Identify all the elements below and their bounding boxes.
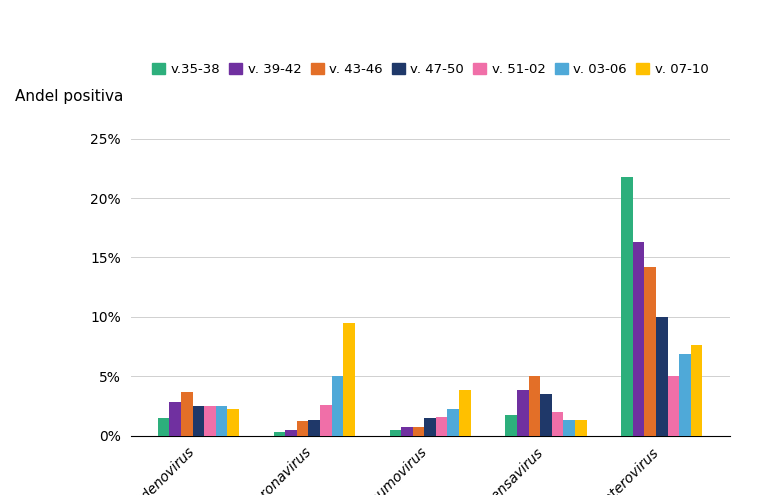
Bar: [227, 409, 239, 436]
Bar: [296, 421, 309, 436]
Bar: [551, 412, 564, 436]
Bar: [332, 376, 343, 436]
Bar: [204, 406, 216, 436]
Bar: [564, 420, 575, 436]
Bar: [170, 402, 181, 436]
Bar: [690, 346, 703, 436]
Bar: [309, 420, 320, 436]
Bar: [667, 376, 679, 436]
Bar: [575, 420, 587, 436]
Bar: [193, 406, 204, 436]
Bar: [320, 405, 332, 436]
Bar: [528, 376, 540, 436]
Bar: [517, 391, 528, 436]
Bar: [273, 432, 285, 436]
Bar: [459, 391, 471, 436]
Bar: [436, 417, 448, 436]
Bar: [505, 415, 517, 436]
Bar: [181, 392, 193, 436]
Bar: [679, 353, 690, 436]
Bar: [412, 427, 424, 436]
Bar: [343, 323, 355, 436]
Text: Andel positiva: Andel positiva: [15, 89, 124, 104]
Bar: [389, 430, 401, 436]
Legend: v.35-38, v. 39-42, v. 43-46, v. 47-50, v. 51-02, v. 03-06, v. 07-10: v.35-38, v. 39-42, v. 43-46, v. 47-50, v…: [149, 60, 711, 79]
Bar: [401, 427, 412, 436]
Bar: [448, 409, 459, 436]
Bar: [540, 394, 551, 436]
Bar: [656, 317, 667, 436]
Bar: [285, 430, 296, 436]
Bar: [157, 418, 170, 436]
Bar: [216, 406, 227, 436]
Bar: [644, 267, 656, 436]
Bar: [621, 177, 633, 436]
Bar: [633, 242, 644, 436]
Bar: [424, 418, 436, 436]
